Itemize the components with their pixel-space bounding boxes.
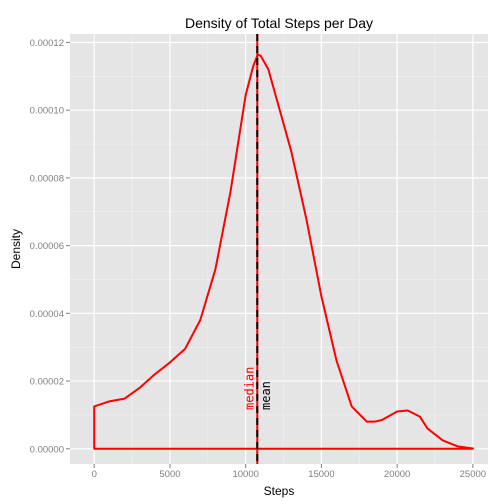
y-tick-label: 0.00000: [30, 444, 64, 455]
x-tick-label: 0: [92, 469, 97, 480]
y-axis-ticks: 0.00000 0.00002 0.00004 0.00006 0.00008 0.000…: [30, 38, 70, 455]
density-curve: [93, 53, 474, 450]
y-tick-label: 0.00010: [30, 106, 64, 117]
chart-title: Density of Total Steps per Day: [185, 15, 373, 31]
y-tick-label: 0.00012: [30, 38, 64, 49]
x-tick-label: 5000: [159, 469, 180, 480]
grid-lines: [70, 34, 488, 464]
mean-label: mean: [259, 381, 273, 410]
reference-lines: median mean: [242, 34, 273, 464]
x-axis-ticks: 0 5000 10000 15000 20000 25000: [92, 464, 486, 480]
x-tick-label: 10000: [232, 469, 258, 480]
y-tick-label: 0.00002: [30, 377, 64, 388]
x-axis-title: Steps: [264, 484, 295, 498]
x-tick-label: 15000: [308, 469, 334, 480]
y-axis-title: Density: [9, 229, 23, 269]
plot-panel: [70, 34, 488, 464]
x-tick-label: 25000: [460, 469, 486, 480]
series-layer: [93, 53, 474, 450]
y-tick-label: 0.00008: [30, 173, 64, 184]
median-label: median: [242, 367, 256, 410]
y-tick-label: 0.00004: [30, 309, 64, 320]
x-tick-label: 20000: [384, 469, 410, 480]
y-tick-label: 0.00006: [30, 241, 64, 252]
